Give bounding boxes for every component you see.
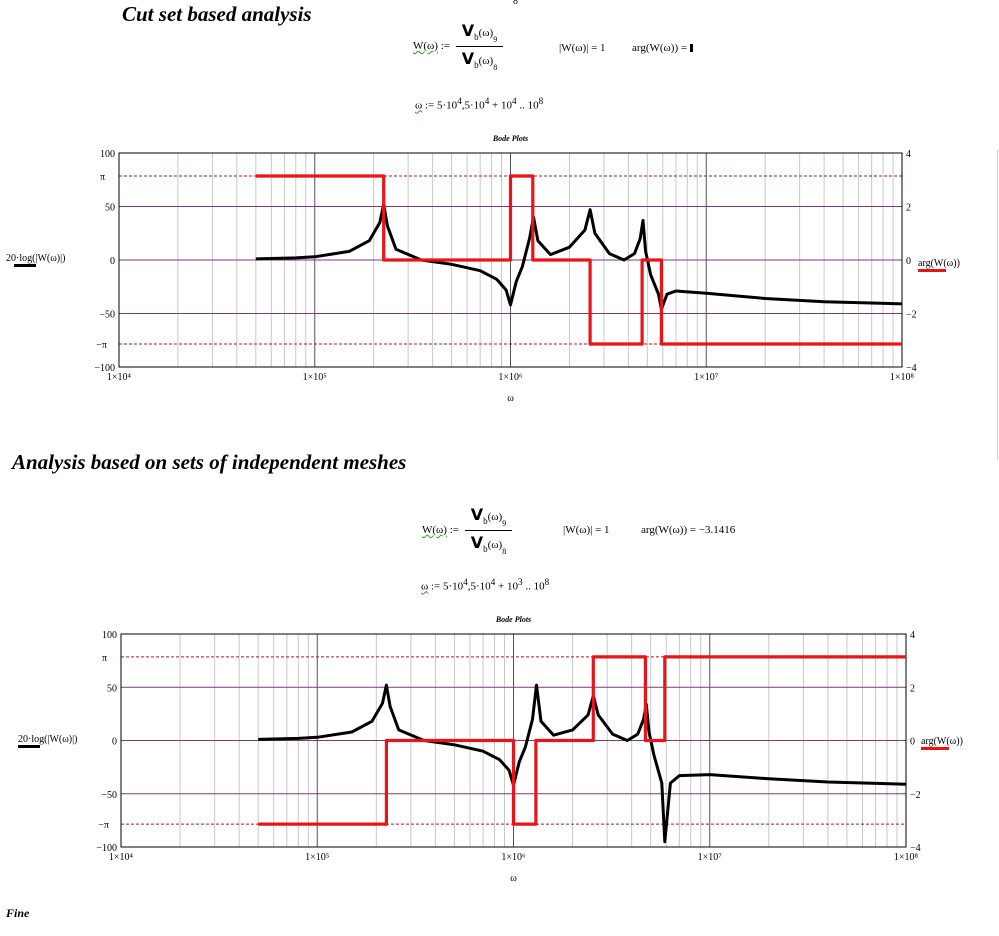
formula-denominator: Vb(ω)8 [461, 49, 498, 72]
section-2-formula: W(ω) := Vb(ω)9 Vb(ω)8 [422, 505, 515, 556]
phase-series-line [255, 174, 902, 346]
top-cut-char: 8 [513, 0, 518, 7]
formula-numerator: Vb(ω)9 [455, 21, 504, 47]
left-tick-label: 100 [100, 149, 115, 160]
section-1-right-axis-label: arg(W(ω)) [918, 253, 960, 272]
section-2-arg-result: arg(W(ω)) = −3.1416 [641, 524, 736, 536]
chart-1: Bode Plots 100 50 0 −50 −100 4 2 0 −2 −4 π −π 1×10⁴ 1×… [94, 134, 917, 404]
formula-lhs: W(ω) [422, 524, 447, 537]
x-axis-label: ω [510, 873, 517, 884]
right-tick-label: −2 [910, 790, 921, 801]
section-1-range: ω := 5·104,5·104 + 104 .. 108 [415, 96, 544, 112]
section-1-abs-result: |W(ω)| = 1 [559, 42, 606, 54]
magnitude-legend-swatch [14, 264, 36, 267]
section-1-left-axis-label: 20·log(|W(ω)|) [6, 248, 65, 267]
phase-legend-swatch [921, 747, 949, 750]
section-2-abs-result: |W(ω)| = 1 [563, 524, 610, 536]
left-tick-label: 0 [110, 256, 115, 267]
left-tick-label: −50 [101, 790, 117, 801]
section-2-left-axis-label: 20·log(|W(ω)|) [18, 729, 77, 748]
magnitude-series-line [255, 202, 903, 311]
numerator-symbol: Vb [461, 21, 479, 43]
left-tick-label: 100 [102, 630, 117, 641]
x-tick-label: 1×10⁵ [305, 852, 329, 863]
plot-frame [120, 633, 907, 848]
right-tick-label: 4 [910, 630, 915, 641]
denominator-symbol: Vb [470, 533, 488, 555]
section-1-arg-result: arg(W(ω)) = [632, 42, 693, 54]
right-tick-label: −2 [906, 310, 917, 321]
formula-fraction: Vb(ω)9 Vb(ω)8 [464, 505, 513, 556]
right-tick-label: −4 [906, 363, 917, 374]
right-tick-label: 0 [906, 256, 911, 267]
section-1-formula: W(ω) := Vb(ω)9 Vb(ω)8 [413, 21, 506, 72]
x-tick-label: 1×10⁵ [303, 372, 327, 383]
formula-assign: := [440, 40, 450, 53]
left-tick-label: 50 [107, 683, 117, 694]
plot-frame [118, 152, 903, 368]
section-2-range: ω := 5·104,5·104 + 103 .. 108 [421, 577, 550, 593]
page-edge [997, 150, 998, 460]
magnitude-series-line [258, 683, 907, 844]
neg-pi-label: −π [98, 820, 109, 831]
right-tick-label: 4 [906, 149, 911, 160]
formula-denominator: Vb(ω)8 [470, 533, 507, 556]
chart-2: Bode Plots 100 50 0 −50 −100 4 2 0 −2 −4 π −π 1×10⁴ 1×… [96, 615, 921, 884]
plot-title: Bode Plots [492, 134, 528, 143]
numerator-symbol: Vb [470, 505, 488, 527]
section-1-title: Cut set based analysis [122, 2, 312, 26]
x-tick-label: 1×10⁸ [890, 372, 915, 383]
plot-title: Bode Plots [495, 615, 531, 624]
right-tick-label: 0 [910, 737, 915, 748]
x-tick-label: 1×10⁷ [698, 852, 723, 863]
phase-legend-swatch [918, 269, 946, 272]
x-tick-label: 1×10⁷ [694, 372, 719, 383]
neg-pi-label: −π [96, 340, 107, 351]
left-tick-label: 0 [112, 737, 117, 748]
phase-series-line [258, 655, 906, 826]
formula-lhs: W(ω) [413, 40, 438, 53]
x-tick-label: 1×10⁸ [894, 852, 919, 863]
pi-label: π [100, 172, 105, 183]
edit-cursor-icon [689, 44, 693, 52]
formula-numerator: Vb(ω)9 [464, 505, 513, 531]
left-tick-label: −50 [99, 310, 115, 321]
left-tick-label: −100 [94, 363, 115, 374]
magnitude-legend-swatch [18, 745, 40, 748]
footer-text: Fine [6, 906, 30, 920]
section-2-right-axis-label: arg(W(ω)) [921, 731, 963, 750]
left-tick-label: −100 [96, 843, 117, 854]
right-tick-label: 2 [910, 683, 915, 694]
x-tick-label: 1×10⁶ [501, 852, 526, 863]
x-tick-label: 1×10⁶ [498, 372, 523, 383]
right-tick-label: 2 [906, 203, 911, 214]
x-tick-label: 1×10⁴ [107, 372, 132, 383]
x-axis-label: ω [507, 393, 514, 404]
pi-label: π [102, 653, 107, 664]
formula-fraction: Vb(ω)9 Vb(ω)8 [455, 21, 504, 72]
denominator-symbol: Vb [461, 49, 479, 71]
formula-assign: := [449, 524, 459, 537]
x-tick-label: 1×10⁴ [109, 852, 134, 863]
left-tick-label: 50 [105, 203, 115, 214]
right-tick-label: −4 [910, 843, 921, 854]
section-2-title: Analysis based on sets of independent me… [12, 450, 407, 474]
